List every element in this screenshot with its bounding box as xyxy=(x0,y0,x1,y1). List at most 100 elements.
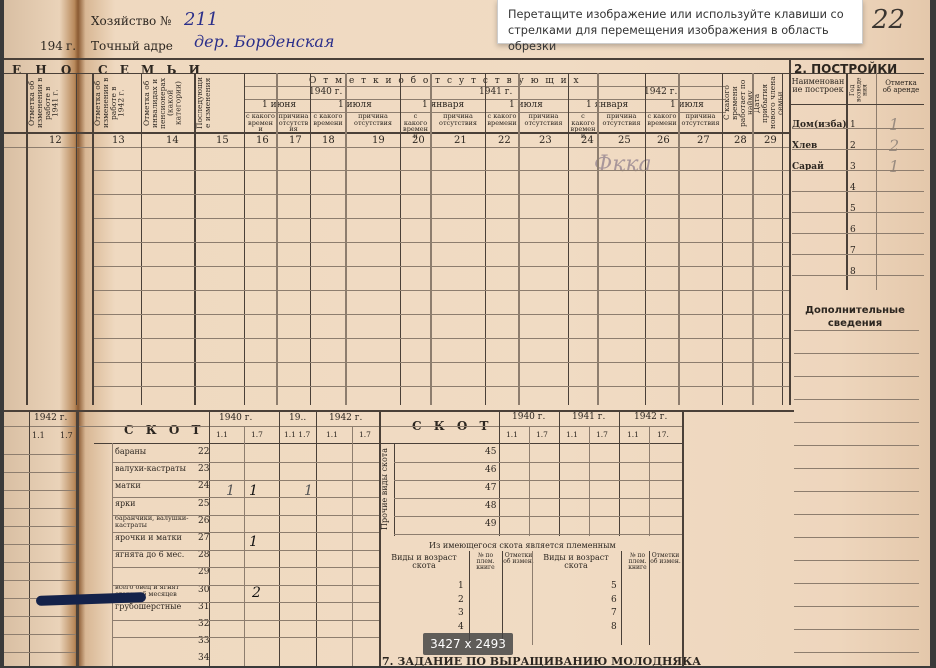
table-rule xyxy=(4,147,789,148)
livestock-row-label: грубошерстные xyxy=(115,601,182,611)
livestock-date: 1.7 xyxy=(359,430,371,439)
table-rule xyxy=(430,73,432,405)
table-rule xyxy=(4,526,76,527)
table-rule xyxy=(345,73,347,405)
livestock-row-number: 48 xyxy=(485,501,497,511)
livestock-row-number: 30 xyxy=(198,584,210,595)
table-rule xyxy=(678,73,680,405)
livestock-title: С К О Т xyxy=(124,423,205,437)
section-family-title: С Е М Ь И xyxy=(98,63,204,77)
table-rule xyxy=(112,479,379,481)
table-rule xyxy=(4,410,794,412)
table-rule xyxy=(4,426,684,427)
column-number: 29 xyxy=(764,135,777,146)
livestock-year: 1942 г. xyxy=(634,412,668,422)
absent-date: 1 января xyxy=(422,100,465,110)
table-rule xyxy=(794,399,919,400)
table-rule xyxy=(597,73,599,405)
breeding-row-number: 8 xyxy=(611,621,617,632)
absent-year: 1942 г. xyxy=(644,87,678,97)
building-number: 4 xyxy=(850,183,856,193)
table-rule xyxy=(112,532,379,533)
column-number: 17 xyxy=(289,135,302,146)
breeding-row-number: 1 xyxy=(458,581,464,591)
livestock-row-number: 49 xyxy=(485,519,497,529)
absent-date: 1 июня xyxy=(262,100,297,110)
table-rule xyxy=(794,445,919,446)
table-rule xyxy=(4,58,924,60)
table-rule xyxy=(141,73,142,405)
table-rule xyxy=(792,149,924,150)
table-rule xyxy=(621,551,622,645)
scanned-document-image[interactable]: Хозяйство № 211 194 г. Точный адре дер. … xyxy=(4,0,930,666)
handwritten-note: Фкка xyxy=(594,152,652,177)
livestock-row-label: валухи-кастраты xyxy=(115,464,186,474)
building-number: 2 xyxy=(850,141,856,151)
table-rule xyxy=(112,549,379,551)
table-rule xyxy=(794,514,919,515)
table-rule xyxy=(794,491,919,492)
livestock-date: 1.7 xyxy=(536,430,548,439)
table-rule xyxy=(400,73,401,405)
livestock-date: 1.1 xyxy=(627,430,639,439)
table-rule xyxy=(4,544,76,545)
livestock-date: 17. xyxy=(657,430,669,439)
table-rule xyxy=(279,410,280,666)
household-number: 211 xyxy=(184,9,219,30)
table-rule xyxy=(846,73,848,290)
column-number: 26 xyxy=(657,135,670,146)
table-rule xyxy=(94,443,684,444)
table-rule xyxy=(792,170,924,171)
table-rule xyxy=(94,242,789,243)
building-number: 6 xyxy=(850,225,856,235)
livestock-row-label: ярочки и матки xyxy=(115,533,182,542)
breeding-header-mark: Отметки об измен. xyxy=(650,552,681,565)
absent-date: 1 июля xyxy=(338,100,372,110)
table-rule xyxy=(589,426,590,536)
table-rule xyxy=(94,314,789,315)
table-rule xyxy=(4,580,76,581)
livestock-row-number: 47 xyxy=(485,483,497,493)
table-rule xyxy=(209,410,210,666)
building-number: 5 xyxy=(850,204,856,214)
breeding-row-number: 7 xyxy=(611,608,617,618)
table-rule xyxy=(394,498,682,499)
table-rule xyxy=(568,73,569,405)
table-rule xyxy=(794,606,919,607)
breeding-row-number: 4 xyxy=(458,621,464,632)
livestock-row-number: 32 xyxy=(198,619,210,629)
livestock-date: 1.7 xyxy=(596,430,608,439)
livestock-row-number: 33 xyxy=(198,636,210,647)
livestock-row-label: бараны xyxy=(115,447,147,456)
buildings-header-year: Год возведения xyxy=(849,77,869,103)
livestock-row-label: всего овец и ягнят старше 6 месяцев xyxy=(115,582,180,599)
absent-year: 1941 г. xyxy=(479,87,513,97)
table-rule xyxy=(4,472,76,473)
livestock-row-number: 22 xyxy=(198,447,210,457)
column-number: 23 xyxy=(539,135,552,146)
table-rule xyxy=(789,58,791,405)
absent-title: О т м е т к и о б о т с у т с т в у ю щ … xyxy=(309,76,581,86)
column-number: 24 xyxy=(581,135,594,146)
table-rule xyxy=(352,426,353,666)
household-label: Хозяйство № xyxy=(91,14,172,28)
building-rent-mark: 1 xyxy=(889,157,900,176)
livestock-date: 1.1 xyxy=(506,430,518,439)
absent-date: 1 июля xyxy=(670,100,704,110)
far-left-year: 1942 г. xyxy=(34,413,68,423)
far-left-date: 1.1 xyxy=(32,431,45,440)
building-name: Дом(изба) xyxy=(792,120,847,130)
breeding-header-book: № по плем. книге xyxy=(628,552,647,571)
livestock-row-label: ягнята до 6 мес. xyxy=(115,550,185,560)
livestock-date: 1.7 xyxy=(251,430,263,439)
col-header-15: Последующие изменения xyxy=(195,77,212,129)
table-rule xyxy=(92,73,94,405)
table-rule xyxy=(244,73,245,405)
table-rule xyxy=(792,275,924,276)
table-rule xyxy=(112,443,113,666)
table-rule xyxy=(752,73,754,405)
livestock-row-label: матки xyxy=(115,481,141,491)
table-rule xyxy=(792,233,924,234)
handwritten-count: 1 xyxy=(249,534,258,550)
